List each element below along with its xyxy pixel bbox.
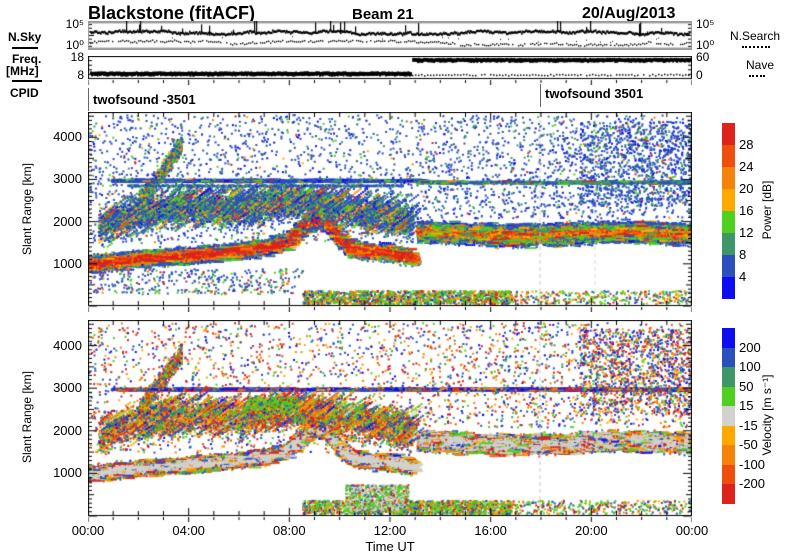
- colorbar-segment-amber: [722, 189, 735, 211]
- xaxis-title: Time UT: [365, 539, 415, 554]
- colorbar-segment-orange_red: [722, 145, 735, 167]
- velocity-panel-plot: [88, 320, 692, 523]
- freq-tick-label: 8: [77, 68, 84, 82]
- time-tick-label: 00:00: [71, 523, 105, 538]
- velocity-colorbar: [722, 328, 735, 504]
- nsky-line-sample: [12, 47, 38, 49]
- colorbar-tick-label: -100: [739, 456, 766, 472]
- colorbar-tick-label: 12: [739, 225, 754, 240]
- cpid-separator: [539, 84, 541, 107]
- cpid-value: twofsound 3501: [544, 86, 644, 101]
- colorbar-segment-orange: [722, 167, 735, 189]
- noise-tick-label: 10⁵: [696, 17, 715, 31]
- freq-panel-plot: [88, 56, 692, 85]
- colorbar-tick-label: -15: [739, 417, 758, 433]
- power-colorbar-title: Power [dB]: [760, 180, 774, 240]
- noise-panel-plot: [88, 21, 692, 50]
- velocity-yaxis-title: Slant Range [km]: [20, 370, 34, 464]
- cpid-value: twofsound -3501: [93, 92, 196, 107]
- freq-label-line1: Freq.: [12, 52, 42, 66]
- colorbar-segment-blue: [722, 347, 735, 368]
- date-title: 20/Aug/2013: [582, 5, 676, 22]
- colorbar-tick-label: 16: [739, 203, 754, 218]
- colorbar-tick-label: 200: [739, 339, 761, 355]
- slant-range-tick-label: 1000: [53, 255, 82, 271]
- station-title: Blackstone (fitACF): [88, 3, 256, 23]
- colorbar-segment-orange: [722, 445, 735, 465]
- colorbar-tick-label: 50: [739, 378, 754, 394]
- nsky-label: N.Sky: [8, 30, 42, 44]
- nave-label: Nave: [746, 58, 775, 72]
- colorbar-segment-red: [722, 484, 735, 504]
- time-tick-label: 04:00: [172, 523, 205, 538]
- power-colorbar: [722, 123, 735, 299]
- cpid-separator: [88, 88, 89, 111]
- colorbar-tick-label: 20: [739, 181, 754, 196]
- slant-range-tick-label: 3000: [53, 171, 82, 187]
- time-tick-label: 20:00: [575, 523, 608, 538]
- power-panel-plot: [88, 112, 692, 312]
- noise-tick-label: 10⁰: [65, 38, 84, 52]
- time-tick-label: 16:00: [474, 523, 507, 538]
- colorbar-segment-seagreen: [722, 367, 735, 387]
- slant-range-tick-label: 3000: [53, 380, 82, 396]
- power-yaxis-title: Slant Range [km]: [20, 162, 34, 256]
- time-tick-label: 08:00: [273, 523, 306, 538]
- colorbar-segment-blue: [722, 255, 735, 277]
- cpid-label: CPID: [10, 86, 39, 100]
- colorbar-segment-orange_red: [722, 464, 735, 485]
- colorbar-segment-amber: [722, 425, 735, 446]
- colorbar-tick-label: 8: [739, 247, 747, 262]
- nsearch-label: N.Search: [730, 29, 781, 43]
- colorbar-segment-bright_blue: [722, 277, 735, 299]
- noise-tick-label: 10⁰: [696, 38, 715, 52]
- nave-dotted-sample: [749, 75, 765, 77]
- slant-range-tick-label: 4000: [53, 337, 82, 353]
- noise-tick-label: 10⁵: [65, 17, 84, 31]
- colorbar-tick-label: 4: [739, 269, 747, 284]
- nave-tick-label: 60: [696, 50, 710, 64]
- colorbar-segment-green: [722, 386, 735, 407]
- nave-tick-label: 0: [696, 68, 703, 82]
- nsearch-dotted-sample: [742, 46, 770, 48]
- colorbar-tick-label: 28: [739, 137, 754, 152]
- colorbar-segment-gray: [722, 406, 735, 426]
- colorbar-tick-label: 100: [739, 359, 761, 375]
- colorbar-segment-seagreen: [722, 233, 735, 255]
- freq-label-line2: [MHz]: [6, 64, 39, 78]
- colorbar-segment-red: [722, 123, 735, 145]
- colorbar-segment-bright_blue: [722, 328, 735, 348]
- time-tick-label: 00:00: [675, 523, 709, 538]
- beam-title: Beam 21: [352, 6, 414, 23]
- freq-tick-label: 18: [70, 50, 84, 64]
- slant-range-tick-label: 4000: [53, 129, 82, 145]
- slant-range-tick-label: 2000: [53, 422, 82, 438]
- colorbar-segment-green: [722, 211, 735, 233]
- colorbar-tick-label: 15: [739, 398, 754, 414]
- slant-range-tick-label: 2000: [53, 213, 82, 229]
- colorbar-tick-label: 24: [739, 159, 754, 174]
- freq-line-sample: [12, 80, 42, 82]
- colorbar-tick-label: -200: [739, 476, 766, 492]
- slant-range-tick-label: 1000: [53, 465, 82, 481]
- time-tick-label: 12:00: [373, 523, 407, 538]
- colorbar-tick-label: -50: [739, 437, 758, 453]
